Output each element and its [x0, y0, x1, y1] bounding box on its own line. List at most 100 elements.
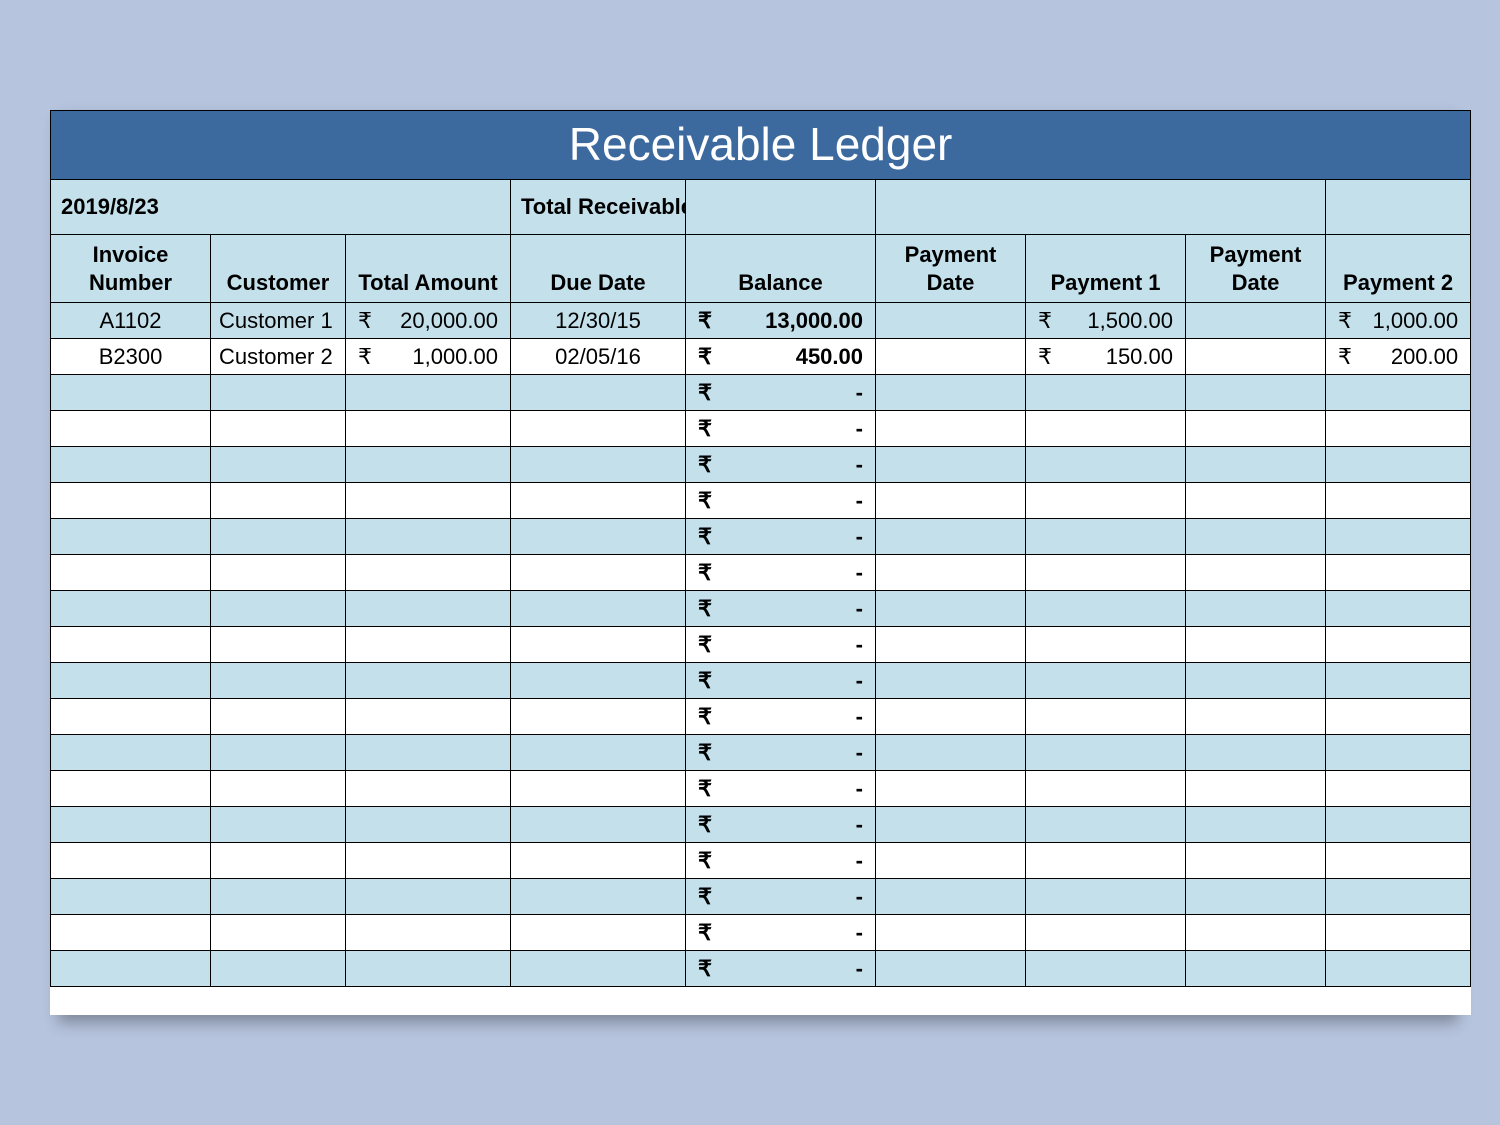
- cell-pdate1[interactable]: [876, 807, 1026, 843]
- cell-total[interactable]: ₹1,000.00: [346, 339, 511, 375]
- cell-invoice[interactable]: [51, 771, 211, 807]
- table-row[interactable]: ₹-: [51, 771, 1471, 807]
- cell-total[interactable]: [346, 771, 511, 807]
- cell-pay2[interactable]: [1326, 447, 1471, 483]
- cell-invoice[interactable]: [51, 555, 211, 591]
- table-row[interactable]: ₹-: [51, 951, 1471, 987]
- cell-customer[interactable]: Customer 2: [211, 339, 346, 375]
- cell-pay2[interactable]: [1326, 879, 1471, 915]
- cell-pdate1[interactable]: [876, 843, 1026, 879]
- cell-due[interactable]: [511, 879, 686, 915]
- cell-pdate2[interactable]: [1186, 591, 1326, 627]
- cell-pdate2[interactable]: [1186, 339, 1326, 375]
- cell-customer[interactable]: [211, 483, 346, 519]
- cell-pdate2[interactable]: [1186, 735, 1326, 771]
- cell-balance[interactable]: ₹-: [686, 843, 876, 879]
- cell-balance[interactable]: ₹-: [686, 483, 876, 519]
- cell-due[interactable]: [511, 699, 686, 735]
- cell-pay1[interactable]: [1026, 591, 1186, 627]
- cell-pdate2[interactable]: [1186, 951, 1326, 987]
- cell-pay2[interactable]: ₹1,000.00: [1326, 303, 1471, 339]
- cell-customer[interactable]: [211, 735, 346, 771]
- cell-pdate1[interactable]: [876, 447, 1026, 483]
- cell-customer[interactable]: [211, 555, 346, 591]
- cell-balance[interactable]: ₹-: [686, 771, 876, 807]
- cell-total[interactable]: [346, 627, 511, 663]
- cell-pay2[interactable]: [1326, 843, 1471, 879]
- table-row[interactable]: ₹-: [51, 483, 1471, 519]
- cell-pay2[interactable]: ₹200.00: [1326, 339, 1471, 375]
- cell-customer[interactable]: Customer 1: [211, 303, 346, 339]
- cell-invoice[interactable]: [51, 663, 211, 699]
- cell-pay1[interactable]: [1026, 735, 1186, 771]
- cell-pay2[interactable]: [1326, 951, 1471, 987]
- cell-pay1[interactable]: [1026, 663, 1186, 699]
- cell-pdate1[interactable]: [876, 771, 1026, 807]
- table-row[interactable]: ₹-: [51, 447, 1471, 483]
- cell-pdate1[interactable]: [876, 735, 1026, 771]
- cell-due[interactable]: [511, 915, 686, 951]
- cell-invoice[interactable]: [51, 699, 211, 735]
- table-row[interactable]: ₹-: [51, 555, 1471, 591]
- cell-pay2[interactable]: [1326, 483, 1471, 519]
- cell-total[interactable]: [346, 447, 511, 483]
- table-row[interactable]: ₹-: [51, 663, 1471, 699]
- cell-invoice[interactable]: B2300: [51, 339, 211, 375]
- cell-pay2[interactable]: [1326, 699, 1471, 735]
- cell-balance[interactable]: ₹-: [686, 555, 876, 591]
- cell-pdate1[interactable]: [876, 627, 1026, 663]
- cell-balance[interactable]: ₹-: [686, 699, 876, 735]
- cell-pdate1[interactable]: [876, 699, 1026, 735]
- cell-due[interactable]: [511, 627, 686, 663]
- cell-pay1[interactable]: [1026, 951, 1186, 987]
- cell-pay2[interactable]: [1326, 915, 1471, 951]
- cell-customer[interactable]: [211, 519, 346, 555]
- cell-customer[interactable]: [211, 699, 346, 735]
- cell-pay1[interactable]: [1026, 555, 1186, 591]
- cell-pdate1[interactable]: [876, 915, 1026, 951]
- cell-invoice[interactable]: [51, 375, 211, 411]
- cell-due[interactable]: [511, 411, 686, 447]
- cell-pdate1[interactable]: [876, 591, 1026, 627]
- cell-pay2[interactable]: [1326, 555, 1471, 591]
- cell-pdate2[interactable]: [1186, 519, 1326, 555]
- cell-balance[interactable]: ₹-: [686, 807, 876, 843]
- cell-pay1[interactable]: [1026, 483, 1186, 519]
- cell-customer[interactable]: [211, 915, 346, 951]
- cell-pdate1[interactable]: [876, 411, 1026, 447]
- cell-pay1[interactable]: ₹1,500.00: [1026, 303, 1186, 339]
- cell-total[interactable]: [346, 951, 511, 987]
- cell-total[interactable]: [346, 807, 511, 843]
- cell-total[interactable]: [346, 411, 511, 447]
- cell-pdate1[interactable]: [876, 339, 1026, 375]
- cell-pdate1[interactable]: [876, 951, 1026, 987]
- cell-pdate2[interactable]: [1186, 879, 1326, 915]
- cell-customer[interactable]: [211, 375, 346, 411]
- cell-customer[interactable]: [211, 591, 346, 627]
- cell-due[interactable]: [511, 807, 686, 843]
- cell-pay1[interactable]: [1026, 447, 1186, 483]
- cell-total[interactable]: [346, 843, 511, 879]
- cell-due[interactable]: [511, 375, 686, 411]
- cell-pay1[interactable]: [1026, 375, 1186, 411]
- cell-pay2[interactable]: [1326, 771, 1471, 807]
- cell-customer[interactable]: [211, 411, 346, 447]
- cell-total[interactable]: [346, 519, 511, 555]
- cell-pdate2[interactable]: [1186, 771, 1326, 807]
- cell-pdate2[interactable]: [1186, 843, 1326, 879]
- cell-due[interactable]: [511, 951, 686, 987]
- cell-total[interactable]: [346, 375, 511, 411]
- cell-total[interactable]: [346, 591, 511, 627]
- cell-invoice[interactable]: [51, 411, 211, 447]
- cell-pay1[interactable]: ₹150.00: [1026, 339, 1186, 375]
- cell-pay2[interactable]: [1326, 735, 1471, 771]
- cell-balance[interactable]: ₹-: [686, 663, 876, 699]
- cell-pdate2[interactable]: [1186, 915, 1326, 951]
- cell-pay1[interactable]: [1026, 771, 1186, 807]
- cell-pay1[interactable]: [1026, 807, 1186, 843]
- cell-due[interactable]: [511, 555, 686, 591]
- cell-total[interactable]: [346, 483, 511, 519]
- cell-pdate2[interactable]: [1186, 699, 1326, 735]
- cell-invoice[interactable]: [51, 447, 211, 483]
- cell-invoice[interactable]: [51, 807, 211, 843]
